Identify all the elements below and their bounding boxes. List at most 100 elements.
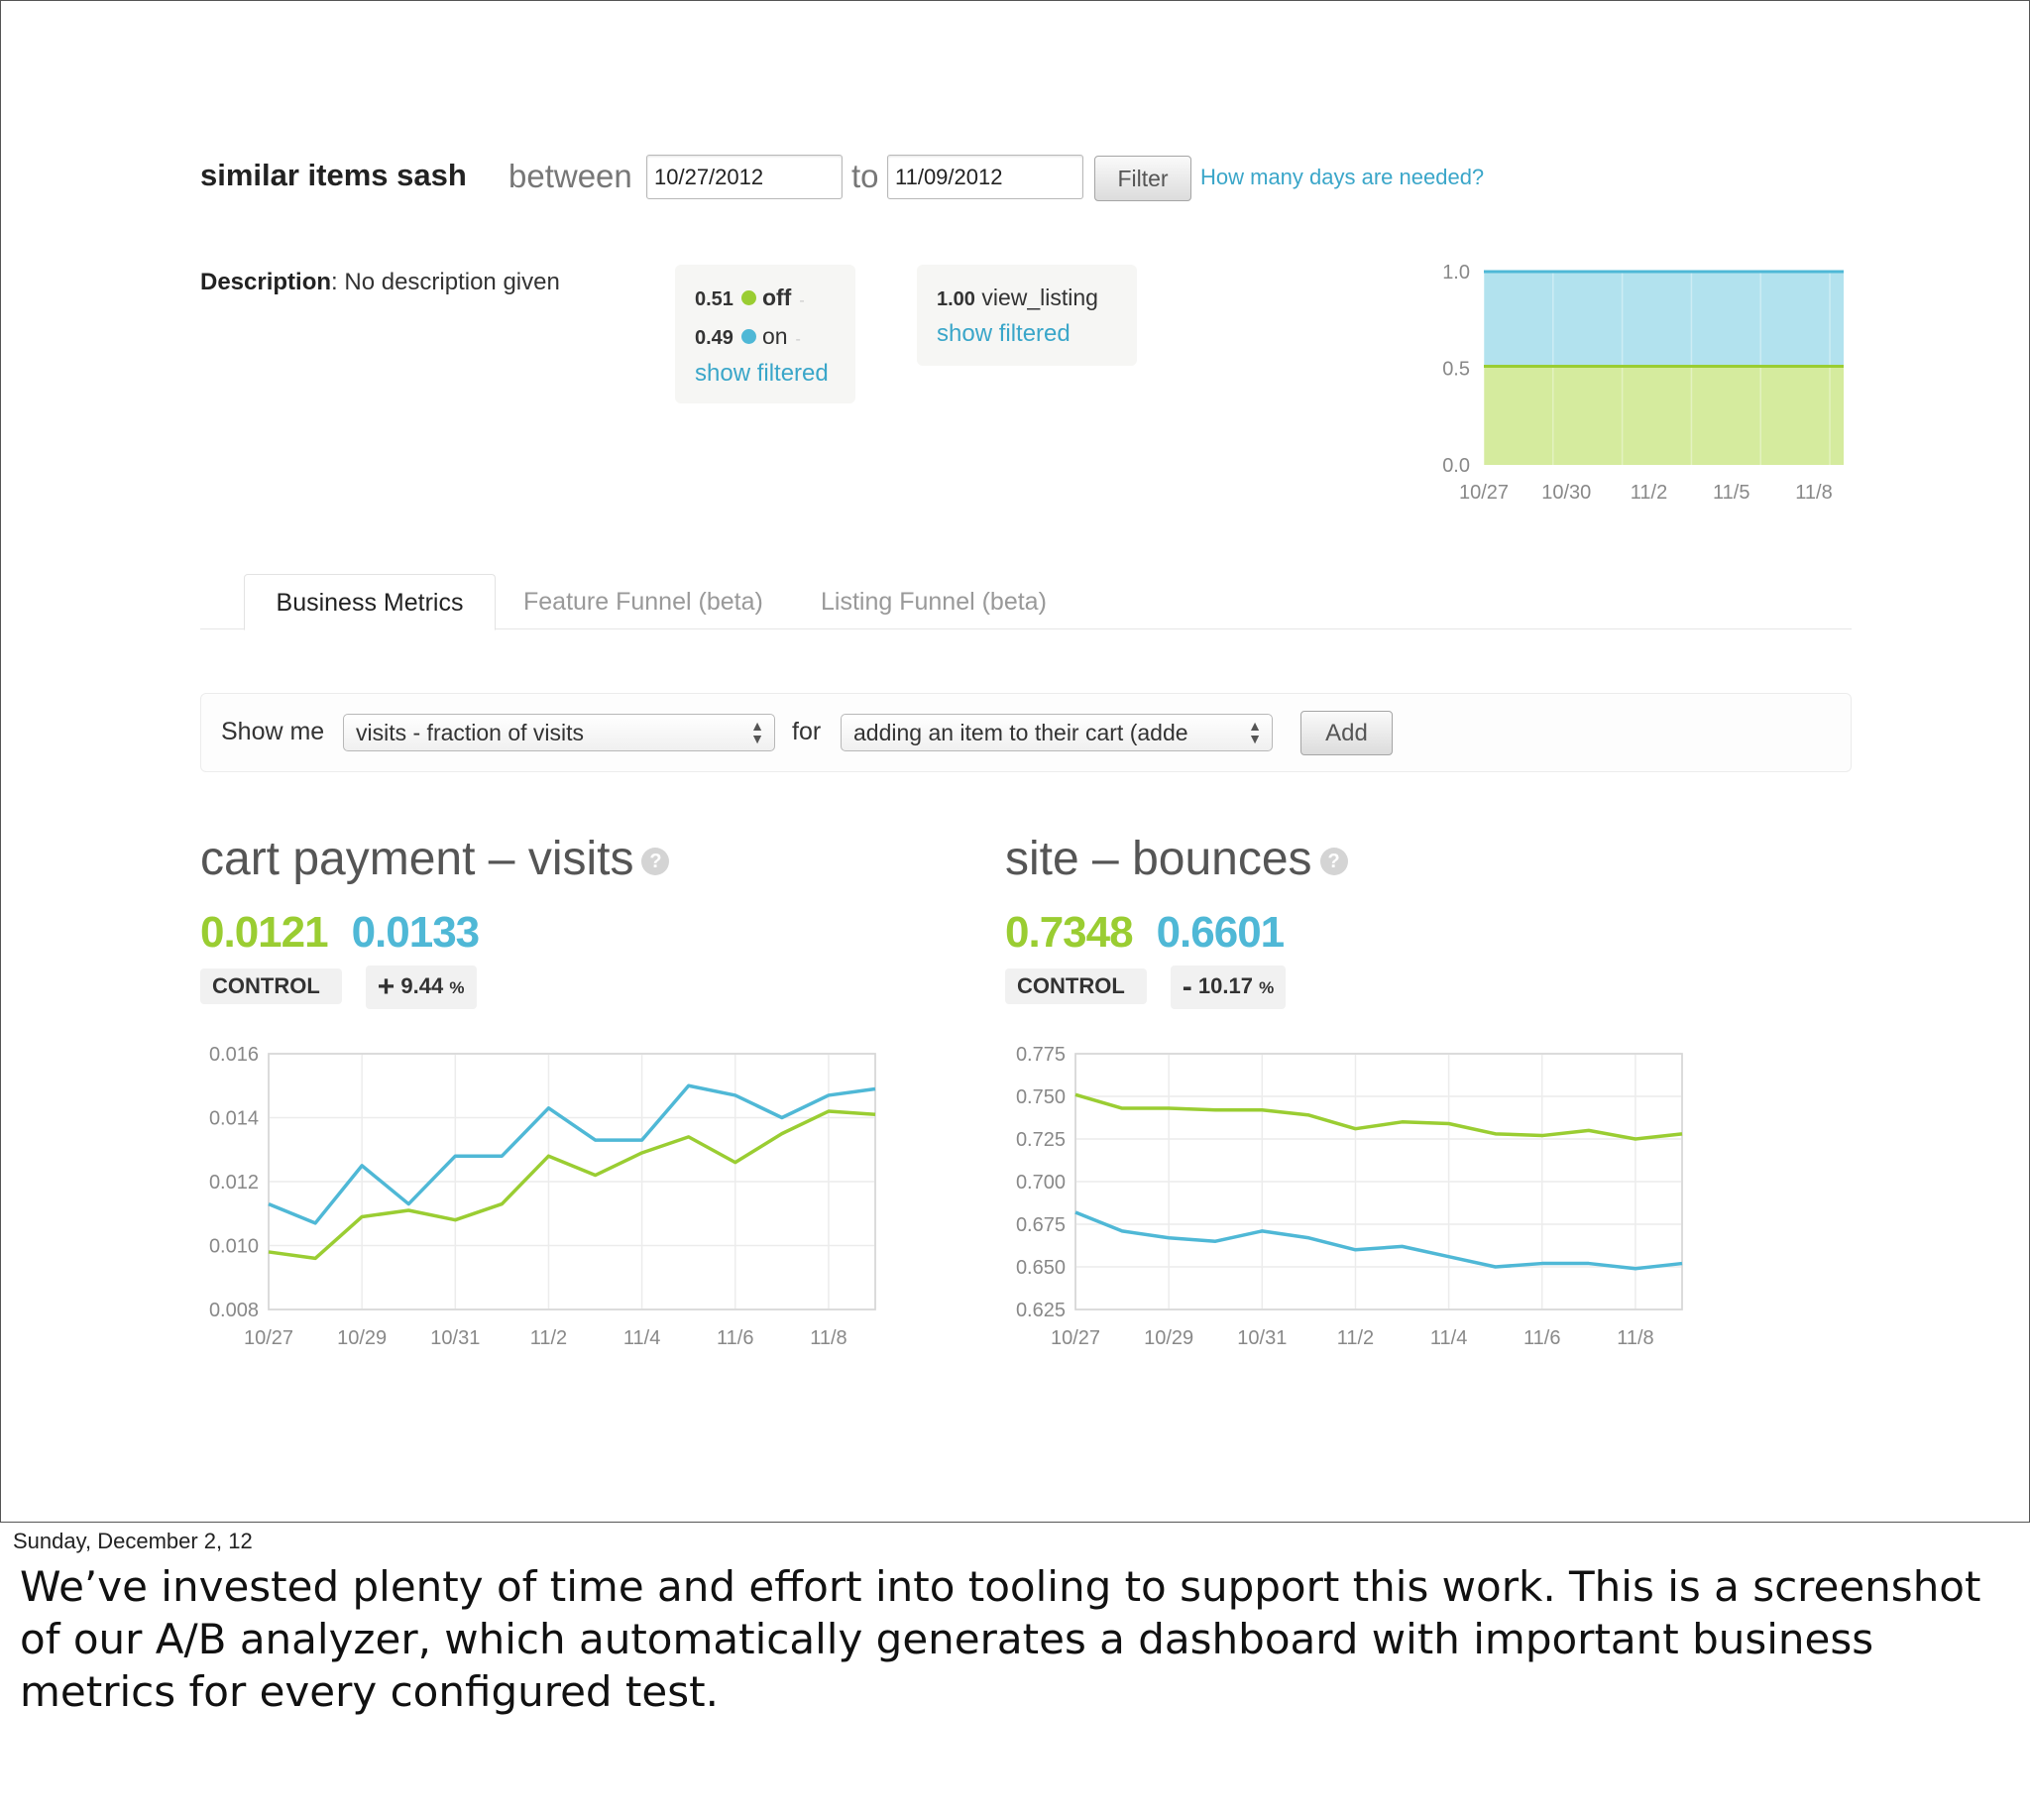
area-on [1484, 272, 1844, 367]
x-tick-label: 10/27 [1459, 482, 1509, 504]
x-tick-label: 10/30 [1541, 482, 1591, 504]
event-proportion: 1.00 [937, 288, 975, 310]
tab-listing-funnel[interactable]: Listing Funnel (beta) [821, 588, 1047, 616]
select-arrows-icon: ▲ ▼ [750, 718, 764, 746]
blue-dot-icon [740, 329, 756, 345]
slide-caption: We’ve invested plenty of time and effort… [20, 1562, 1981, 1716]
metric-panel-cart-payment: cart payment – visits? 0.0121 0.0133 CONT… [200, 832, 670, 1009]
x-tick-label: 10/31 [430, 1327, 480, 1349]
metric-panel-site-bounces: site – bounces? 0.7348 0.6601 CONTROL - 10… [1005, 832, 1348, 1009]
change-unit: % [449, 978, 465, 997]
variant-off-proportion: 0.51 [695, 288, 733, 310]
y-tick-label: 0.625 [1016, 1300, 1066, 1321]
help-icon[interactable]: ? [1319, 848, 1348, 876]
add-metric-button[interactable]: Add [1300, 711, 1393, 755]
show-me-label: Show me [221, 718, 325, 745]
x-tick-label: 10/31 [1237, 1327, 1287, 1349]
y-tick-label: 0.0 [1442, 455, 1470, 477]
metric-values: 0.0121 0.0133 [200, 908, 669, 958]
filter-button[interactable]: Filter [1094, 156, 1191, 201]
y-tick-label: 0.650 [1016, 1257, 1066, 1279]
change-value: 10.17 [1197, 973, 1253, 998]
variant-row-on: 0.49 on - [695, 323, 801, 350]
description: Description: No description given [200, 269, 560, 296]
x-tick-label: 11/2 [1631, 482, 1667, 504]
events-show-filtered-link[interactable]: show filtered [937, 320, 1071, 347]
x-tick-label: 10/29 [1144, 1327, 1193, 1349]
y-tick-label: 0.725 [1016, 1129, 1066, 1151]
site-bounces-chart: 0.775 0.750 0.725 0.700 0.675 0.650 0.625 10/27… [1016, 1044, 1683, 1349]
to-label: to [851, 158, 879, 194]
y-tick-label: 0.5 [1442, 359, 1470, 381]
variant-on-proportion: 0.49 [695, 327, 733, 349]
slide-frame: similar items sash between to Filter How… [0, 0, 2030, 1523]
x-tick-label: 11/4 [623, 1327, 660, 1349]
for-label: for [792, 718, 822, 745]
tab-business-metrics[interactable]: Business Metrics [244, 574, 496, 630]
x-tick-label: 11/2 [1337, 1327, 1374, 1349]
change-unit: % [1259, 978, 1275, 997]
x-tick-label: 11/8 [1795, 482, 1832, 504]
slide-date: Sunday, December 2, 12 [13, 1529, 253, 1553]
event-select[interactable]: adding an item to their cart (adde ▲ ▼ [841, 714, 1273, 751]
between-label: between [508, 158, 632, 194]
event-name: view_listing [981, 284, 1098, 310]
x-tick-label: 11/4 [1430, 1327, 1467, 1349]
metric-badges: CONTROL - 10.17 % [1005, 966, 1348, 1009]
control-badge: CONTROL [200, 968, 342, 1004]
control-badge: CONTROL [1005, 968, 1147, 1004]
metric-title: site – bounces? [1005, 832, 1348, 886]
description-text: : No description given [331, 269, 560, 295]
metric-select-value: visits - fraction of visits [356, 720, 585, 745]
experiment-title: similar items sash [200, 158, 467, 192]
variants-show-filtered-link[interactable]: show filtered [695, 360, 829, 387]
variant-split-chart: 1.0 0.5 0.0 10/27 10/30 11/2 11/5 11/8 [1442, 262, 1844, 504]
start-date-input[interactable] [646, 155, 843, 199]
variant-proportions-box: 0.51 off - 0.49 on - show filtered [675, 265, 855, 403]
variant-on-name: on [761, 323, 788, 349]
y-tick-label: 0.700 [1016, 1172, 1066, 1194]
x-tick-label: 11/6 [717, 1327, 753, 1349]
end-date-input[interactable] [887, 155, 1083, 199]
tab-feature-funnel[interactable]: Feature Funnel (beta) [523, 588, 763, 616]
plus-sign: + [377, 970, 395, 1003]
minus-sign: - [1182, 970, 1192, 1003]
x-tick-label: 11/2 [530, 1327, 567, 1349]
y-tick-label: 1.0 [1442, 262, 1470, 284]
change-badge: + 9.44 % [365, 966, 477, 1009]
plot-border [268, 1053, 876, 1310]
metric-badges: CONTROL + 9.44 % [200, 966, 669, 1009]
y-tick-label: 0.012 [209, 1172, 259, 1194]
x-tick-label: 11/6 [1523, 1327, 1560, 1349]
metric-select[interactable]: visits - fraction of visits ▲ ▼ [343, 714, 775, 751]
plot-border [1074, 1053, 1683, 1310]
metric-title-text: cart payment – visits [200, 833, 634, 885]
control-value: 0.0121 [200, 908, 329, 957]
series-treatment-line [1074, 1210, 1683, 1271]
variant-off-name: off [761, 284, 792, 310]
series-treatment-line [268, 1083, 876, 1225]
area-off [1484, 366, 1844, 465]
tab-bar: Business Metrics Feature Funnel (beta) L… [200, 574, 1852, 630]
series-control-line [268, 1109, 876, 1261]
y-tick-label: 0.014 [209, 1108, 259, 1130]
y-tick-label: 0.750 [1016, 1086, 1066, 1108]
event-select-value: adding an item to their cart (adde [853, 720, 1188, 745]
y-tick-label: 0.675 [1016, 1214, 1066, 1236]
event-row: 1.00 view_listing [937, 284, 1098, 311]
select-arrows-icon: ▲ ▼ [1248, 718, 1262, 746]
y-tick-label: 0.008 [209, 1300, 259, 1321]
y-tick-label: 0.016 [209, 1044, 259, 1066]
x-tick-label: 10/29 [337, 1327, 387, 1349]
green-dot-icon [740, 290, 756, 306]
days-needed-link[interactable]: How many days are needed? [1200, 165, 1485, 189]
y-tick-label: 0.010 [209, 1236, 259, 1258]
x-tick-label: 11/8 [810, 1327, 846, 1349]
cart-payment-visits-chart: 0.016 0.014 0.012 0.010 0.008 10/27 10/29 10/31… [209, 1044, 876, 1349]
variant-off-dash: - [799, 292, 805, 309]
metric-selector-bar: Show me visits - fraction of visits ▲ ▼ f… [200, 693, 1852, 772]
control-value: 0.7348 [1005, 908, 1134, 957]
x-tick-label: 11/8 [1617, 1327, 1653, 1349]
x-tick-label: 10/27 [244, 1327, 293, 1349]
help-icon[interactable]: ? [641, 848, 670, 876]
